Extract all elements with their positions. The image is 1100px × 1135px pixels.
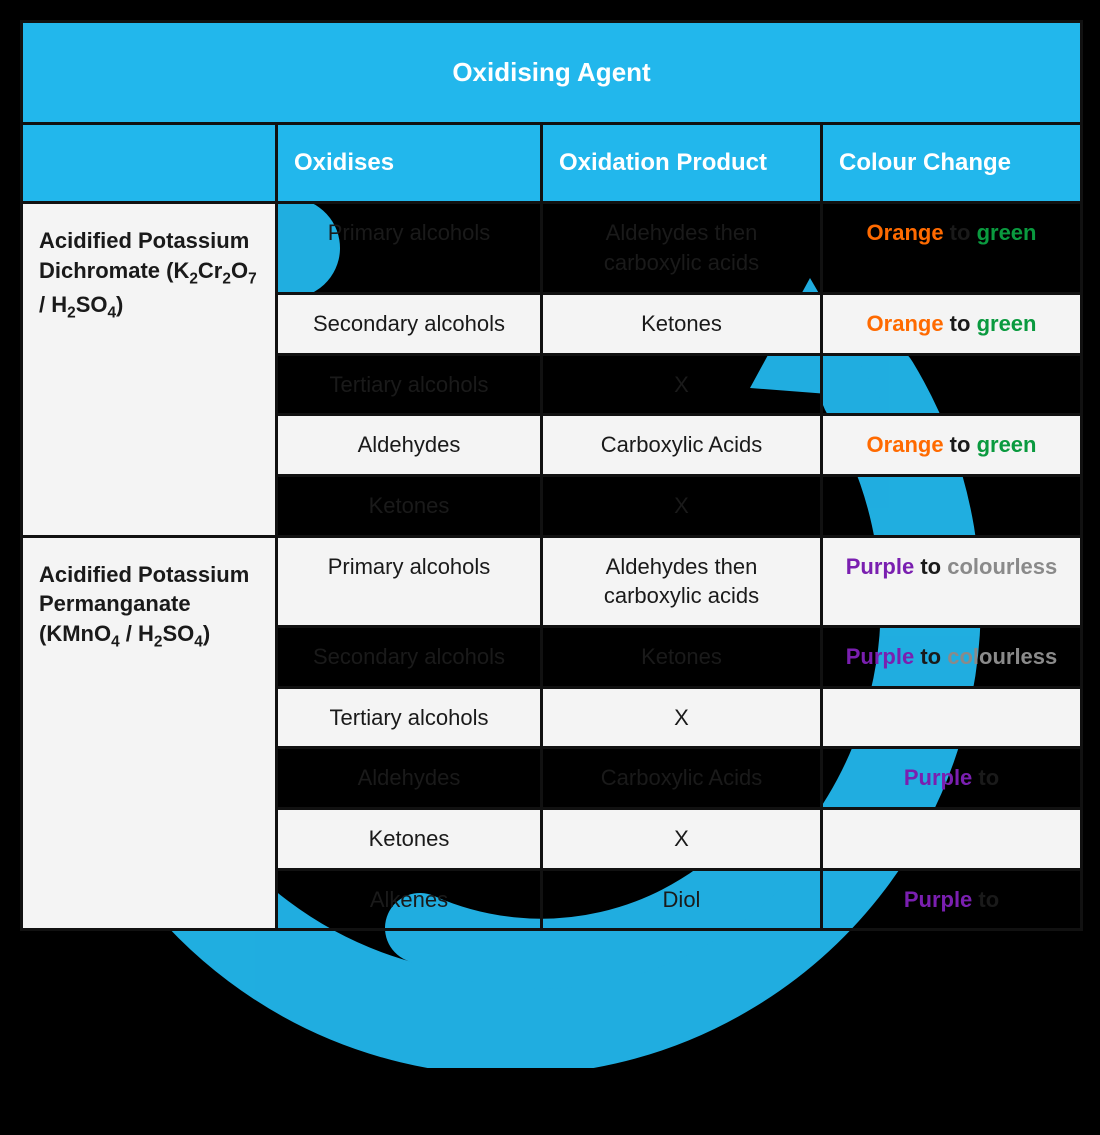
cell-colour-change [822, 809, 1082, 870]
agent-label: Acidified Potassium Permanganate (KMnO4 … [22, 536, 277, 930]
cell-product: Ketones [542, 293, 822, 354]
col-head-colour-change: Colour Change [822, 124, 1082, 203]
cell-oxidises: Primary alcohols [277, 203, 542, 293]
table-title: Oxidising Agent [22, 22, 1082, 124]
cell-colour-change: Orange to green [822, 293, 1082, 354]
col-head-product: Oxidation Product [542, 124, 822, 203]
cell-product: X [542, 809, 822, 870]
cell-oxidises: Ketones [277, 475, 542, 536]
cell-colour-change: Orange to green [822, 203, 1082, 293]
cell-oxidises: Aldehydes [277, 748, 542, 809]
agent-label: Acidified Potassium Dichromate (K2Cr2O7 … [22, 203, 277, 536]
cell-product: Ketones [542, 626, 822, 687]
cell-colour-change [822, 475, 1082, 536]
cell-product: X [542, 354, 822, 415]
cell-oxidises: Primary alcohols [277, 536, 542, 626]
col-head-agent [22, 124, 277, 203]
cell-colour-change: Purple to [822, 869, 1082, 930]
cell-colour-change: Purple to [822, 748, 1082, 809]
cell-oxidises: Secondary alcohols [277, 626, 542, 687]
table-row: Acidified Potassium Permanganate (KMnO4 … [22, 536, 1082, 626]
cell-product: Carboxylic Acids [542, 415, 822, 476]
cell-oxidises: Secondary alcohols [277, 293, 542, 354]
cell-product: Carboxylic Acids [542, 748, 822, 809]
cell-product: X [542, 475, 822, 536]
column-header-row: Oxidises Oxidation Product Colour Change [22, 124, 1082, 203]
table-row: Acidified Potassium Dichromate (K2Cr2O7 … [22, 203, 1082, 293]
cell-oxidises: Alkenes [277, 869, 542, 930]
col-head-oxidises: Oxidises [277, 124, 542, 203]
cell-colour-change: Purple to colourless [822, 626, 1082, 687]
cell-oxidises: Tertiary alcohols [277, 354, 542, 415]
cell-colour-change [822, 354, 1082, 415]
cell-product: Diol [542, 869, 822, 930]
cell-oxidises: Tertiary alcohols [277, 687, 542, 748]
cell-product: Aldehydes then carboxylic acids [542, 536, 822, 626]
cell-colour-change: Purple to colourless [822, 536, 1082, 626]
cell-oxidises: Ketones [277, 809, 542, 870]
cell-oxidises: Aldehydes [277, 415, 542, 476]
cell-product: Aldehydes then carboxylic acids [542, 203, 822, 293]
cell-colour-change: Orange to green [822, 415, 1082, 476]
cell-product: X [542, 687, 822, 748]
oxidising-agent-table: Oxidising Agent Oxidises Oxidation Produ… [20, 20, 1080, 931]
cell-colour-change [822, 687, 1082, 748]
